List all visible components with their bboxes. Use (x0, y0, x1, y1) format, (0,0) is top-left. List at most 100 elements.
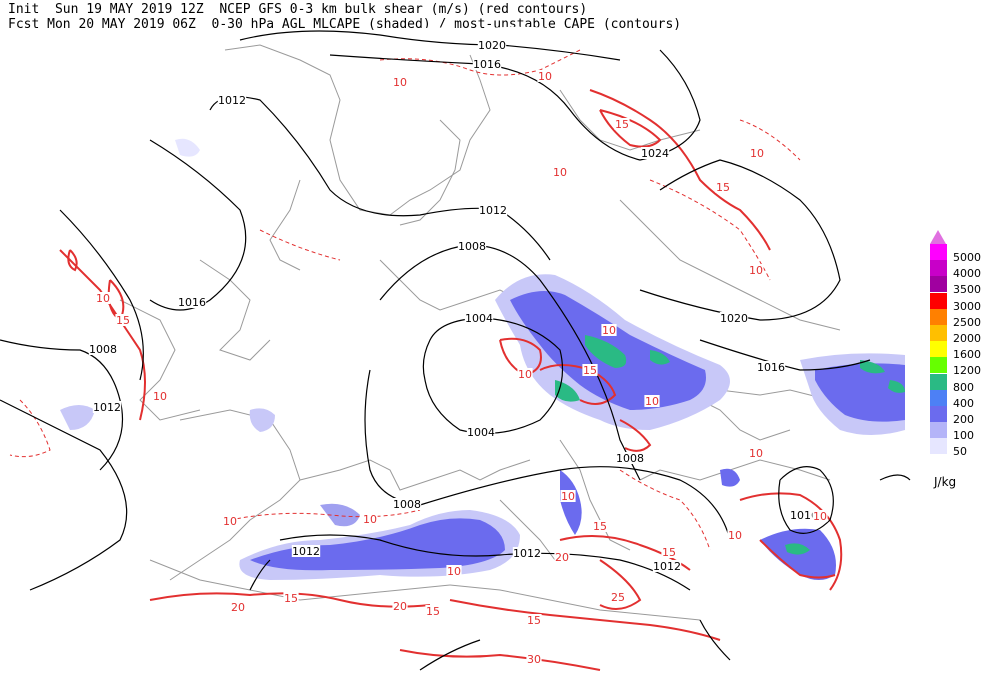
legend-swatch (930, 244, 947, 260)
legend-swatch (930, 308, 947, 325)
shear-label: 10 (748, 264, 764, 277)
shear-label-text: 20 (231, 601, 245, 614)
shear-label: 10 (517, 368, 533, 381)
legend-entry: 4000 (930, 260, 1000, 280)
legend-swatch (930, 276, 947, 293)
pressure-label-text: 1008 (89, 343, 117, 356)
shear-label: 10 (152, 390, 168, 403)
pressure-label: 1008 (392, 498, 422, 511)
shear-label: 10 (537, 70, 553, 83)
legend-label: 1600 (953, 348, 981, 362)
legend-label: 3000 (953, 299, 981, 313)
pressure-label-text: 1012 (653, 560, 681, 573)
shear-label: 10 (552, 166, 568, 179)
legend-swatch (930, 422, 947, 439)
pressure-label-text: 1016 (178, 296, 206, 309)
shear-label: 20 (554, 551, 570, 564)
shear-label: 15 (283, 592, 299, 605)
legend-swatch (930, 341, 947, 358)
shear-label-text: 10 (749, 264, 763, 277)
shear-label-text: 10 (602, 324, 616, 337)
shear-label-text: 15 (716, 181, 730, 194)
legend-entry: 2000 (930, 325, 1000, 345)
legend-entry: 3000 (930, 292, 1000, 312)
shear-label: 15 (425, 605, 441, 618)
legend-swatch (930, 438, 947, 455)
shear-label: 10 (748, 447, 764, 460)
legend-label: 100 (953, 429, 974, 443)
pressure-label-text: 1012 (292, 545, 320, 558)
pressure-label-text: 1024 (641, 147, 669, 160)
pressure-label: 1016 (472, 58, 502, 71)
shear-label-text: 10 (813, 510, 827, 523)
pressure-label-text: 1012 (513, 547, 541, 560)
pressure-label: 1012 (652, 560, 682, 573)
legend-swatch (930, 406, 947, 422)
legend-entry: 5000 (930, 244, 1000, 264)
shear-label: 15 (526, 614, 542, 627)
pressure-label: 1016 (789, 509, 819, 522)
shear-label-text: 10 (153, 390, 167, 403)
pressure-label: 1016 (756, 361, 786, 374)
header-line-1: Init Sun 19 MAY 2019 12Z NCEP GFS 0-3 km… (8, 2, 588, 17)
legend-swatch (930, 325, 947, 341)
pressure-label-text: 1004 (467, 426, 495, 439)
legend-swatch (930, 389, 947, 406)
shear-label-text: 10 (96, 292, 110, 305)
legend-label: 400 (953, 396, 974, 410)
pressure-label: 1012 (291, 545, 321, 558)
pressure-label-text: 1016 (790, 509, 818, 522)
shear-label: 10 (749, 147, 765, 160)
shear-label-text: 10 (749, 447, 763, 460)
shear-label: 10 (446, 565, 462, 578)
shear-label-text: 15 (583, 364, 597, 377)
shear-label: 15 (582, 364, 598, 377)
shear-label-text: 15 (116, 314, 130, 327)
legend-entry: 200 (930, 406, 1000, 426)
shear-label-text: 15 (527, 614, 541, 627)
legend-swatch (930, 357, 947, 374)
shear-label: 10 (95, 292, 111, 305)
legend-entry: 100 (930, 422, 1000, 442)
shear-label: 15 (715, 181, 731, 194)
shear-label: 10 (362, 513, 378, 526)
legend-label: 5000 (953, 251, 981, 264)
legend-label: 50 (953, 445, 967, 459)
pressure-label: 1024 (640, 147, 670, 160)
pressure-label: 1012 (217, 94, 247, 107)
pressure-label-text: 1012 (218, 94, 246, 107)
shear-label-text: 10 (223, 515, 237, 528)
shear-label: 30 (526, 653, 542, 666)
cape-shading (60, 138, 905, 580)
shear-label: 15 (592, 520, 608, 533)
map-domain-outline (0, 26, 910, 680)
shear-label-text: 10 (728, 529, 742, 542)
legend-label: 1200 (953, 364, 981, 378)
shear-label: 20 (392, 600, 408, 613)
legend-entry: 400 (930, 389, 1000, 409)
pressure-label-text: 1008 (458, 240, 486, 253)
shear-label-text: 25 (611, 591, 625, 604)
shear-label-text: 10 (363, 513, 377, 526)
shear-label: 25 (610, 591, 626, 604)
pressure-label: 1016 (177, 296, 207, 309)
legend-entry: 800 (930, 373, 1000, 393)
pressure-label: 1004 (464, 312, 494, 325)
pressure-label-text: 1012 (479, 204, 507, 217)
pressure-label-text: 1004 (465, 312, 493, 325)
legend-label: 800 (953, 380, 974, 394)
pressure-label: 1012 (92, 401, 122, 414)
legend-label: 2500 (953, 315, 981, 329)
shear-label-text: 10 (538, 70, 552, 83)
legend-label: 200 (953, 413, 974, 426)
pressure-label-layer: 1020101610121024101210081016102010041008… (88, 39, 819, 573)
pressure-label-text: 1020 (720, 312, 748, 325)
pressure-label-text: 1020 (478, 39, 506, 52)
shear-label: 10 (644, 395, 660, 408)
shear-label: 10 (560, 490, 576, 503)
legend-entry: 1200 (930, 357, 1000, 377)
shear-label: 15 (115, 314, 131, 327)
shear-label-text: 15 (593, 520, 607, 533)
